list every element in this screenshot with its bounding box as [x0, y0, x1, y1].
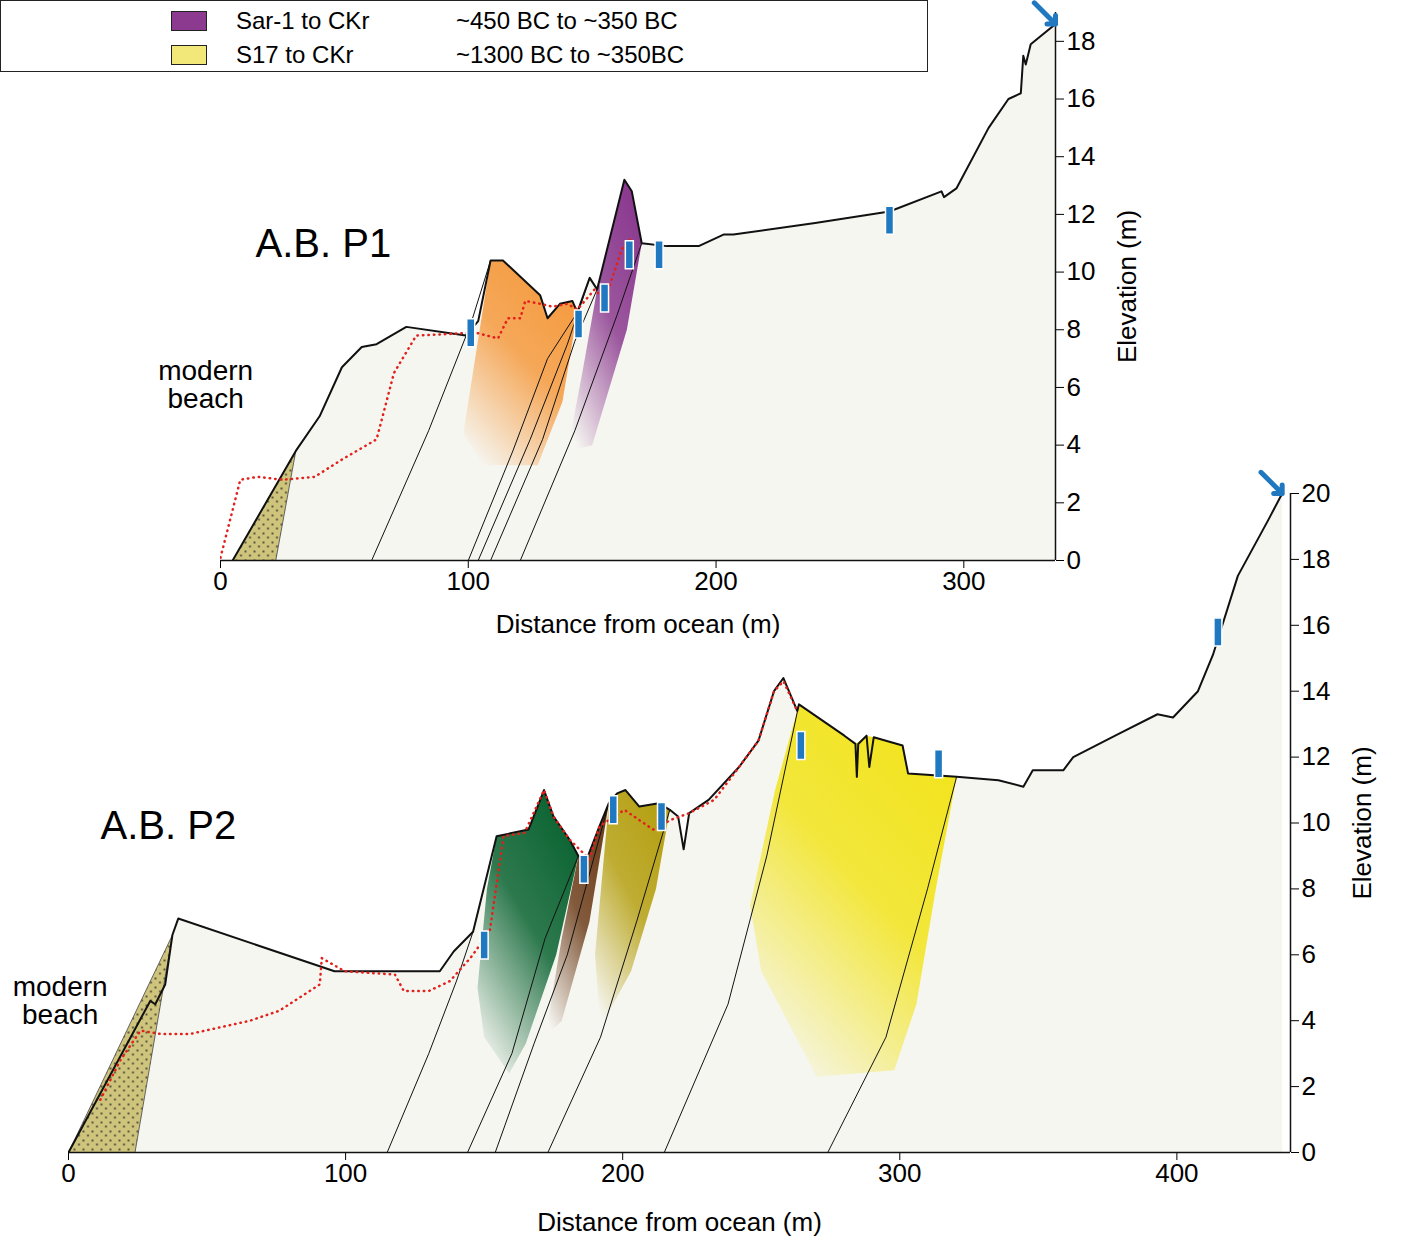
html-text:S17 to CKr: S17 to CKr	[236, 41, 354, 68]
svg-text:200: 200	[601, 1158, 644, 1188]
svg-text:100: 100	[447, 566, 490, 596]
svg-text:4: 4	[1302, 1005, 1316, 1035]
svg-text:Distance from ocean (m): Distance from ocean (m)	[496, 609, 781, 639]
svg-text:12: 12	[1302, 741, 1331, 771]
svg-text:6: 6	[1302, 939, 1316, 969]
svg-text:16: 16	[1302, 610, 1331, 640]
svg-text:300: 300	[878, 1158, 921, 1188]
svg-text:Distance from ocean (m): Distance from ocean (m)	[537, 1207, 822, 1237]
svg-text:modernbeach: modernbeach	[158, 355, 253, 414]
svg-text:8: 8	[1067, 314, 1081, 344]
svg-text:6: 6	[1067, 372, 1081, 402]
svg-text:10: 10	[1302, 807, 1331, 837]
svg-text:A.B. P1: A.B. P1	[256, 221, 392, 265]
svg-text:A.B. P2: A.B. P2	[101, 803, 237, 847]
svg-text:12: 12	[1067, 199, 1096, 229]
svg-text:200: 200	[694, 566, 737, 596]
svg-text:400: 400	[1155, 1158, 1198, 1188]
svg-text:0: 0	[1067, 545, 1081, 575]
svg-text:0: 0	[1302, 1137, 1316, 1167]
svg-text:Elevation (m): Elevation (m)	[1347, 746, 1377, 899]
svg-text:modernbeach: modernbeach	[13, 971, 108, 1030]
svg-text:4: 4	[1067, 429, 1081, 459]
svg-text:14: 14	[1302, 676, 1331, 706]
svg-text:Elevation (m): Elevation (m)	[1112, 210, 1142, 363]
svg-text:8: 8	[1302, 873, 1316, 903]
svg-text:10: 10	[1067, 256, 1096, 286]
html-text:Sar-1 to CKr: Sar-1 to CKr	[236, 7, 370, 34]
html-text:~450 BC to ~350 BC: ~450 BC to ~350 BC	[456, 7, 678, 34]
svg-text:2: 2	[1067, 487, 1081, 517]
svg-text:0: 0	[61, 1158, 75, 1188]
svg-text:18: 18	[1067, 26, 1096, 56]
svg-text:2: 2	[1302, 1071, 1316, 1101]
svg-text:16: 16	[1067, 83, 1096, 113]
html-text:~1300 BC to ~350BC: ~1300 BC to ~350BC	[456, 41, 685, 68]
svg-text:14: 14	[1067, 141, 1096, 171]
svg-text:300: 300	[942, 566, 985, 596]
svg-text:0: 0	[213, 566, 227, 596]
svg-text:18: 18	[1302, 544, 1331, 574]
svg-text:20: 20	[1302, 478, 1331, 508]
svg-text:100: 100	[324, 1158, 367, 1188]
